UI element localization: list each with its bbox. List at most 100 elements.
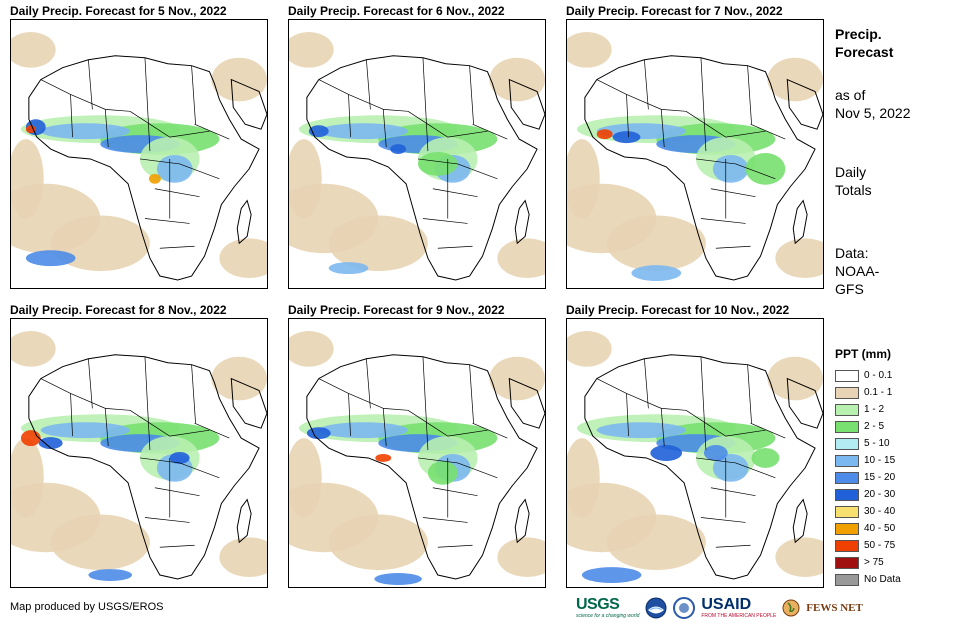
usgs-logo: USGS science for a changing world [576, 595, 639, 620]
precip-map [566, 318, 824, 588]
precip-area [148, 173, 161, 184]
precip-area [38, 437, 63, 450]
precip-area [427, 460, 458, 485]
panel-title: Daily Precip. Forecast for 5 Nov., 2022 [10, 4, 227, 18]
legend-label: 0.1 - 1 [864, 387, 893, 398]
precip-area [567, 139, 600, 219]
legend-row: 1 - 2 [835, 401, 901, 418]
precip-area [328, 262, 369, 275]
precip-area [11, 330, 56, 367]
precip-map [10, 318, 268, 588]
precip-area [50, 215, 150, 272]
precip-area [289, 330, 334, 367]
legend-row: 20 - 30 [835, 486, 901, 503]
legend-label: > 75 [864, 557, 884, 568]
precip-area [306, 427, 331, 440]
country-border [88, 59, 93, 110]
country-border [147, 413, 151, 451]
country-border [700, 356, 705, 414]
madagascar-coastline [792, 498, 808, 544]
sidebar-data-line: GFS [835, 281, 864, 297]
arabia-coastline [786, 377, 823, 429]
legend-rows: 0 - 0.1 0.1 - 1 1 - 2 2 - 5 5 - 10 10 - 15 15 … [835, 367, 901, 588]
precip-area [289, 438, 322, 518]
country-border [366, 59, 371, 110]
legend-swatch [835, 539, 859, 552]
country-border [104, 109, 109, 148]
precip-area [211, 57, 267, 102]
nasa-style-seal-icon [673, 597, 696, 619]
country-border [469, 364, 474, 424]
country-border [703, 114, 707, 152]
country-border [703, 413, 707, 451]
precip-area [703, 445, 728, 461]
country-border [407, 111, 488, 138]
country-border [159, 245, 195, 249]
country-border [437, 245, 473, 249]
map-panel-3: Daily Precip. Forecast for 7 Nov., 2022 [566, 4, 824, 295]
country-border [144, 57, 149, 115]
country-border [626, 393, 629, 437]
country-border [695, 158, 776, 180]
precip-area [606, 514, 706, 571]
precip-area [567, 438, 600, 518]
precip-area [25, 250, 76, 267]
country-border [432, 188, 478, 198]
madagascar-coastline [236, 498, 252, 544]
country-border [154, 188, 200, 198]
africa-precip-svg [567, 330, 823, 583]
precip-area [775, 238, 823, 279]
precip-area [489, 356, 545, 401]
country-border [596, 378, 687, 411]
panel-title: Daily Precip. Forecast for 6 Nov., 2022 [288, 4, 505, 18]
precip-area [567, 330, 612, 367]
legend-label: 2 - 5 [864, 421, 885, 432]
africa-precip-svg [11, 330, 267, 581]
precip-map [288, 318, 546, 588]
precip-area [745, 153, 786, 185]
sidebar-totals-line: Daily [835, 164, 867, 180]
country-border [710, 188, 756, 198]
precip-area [497, 238, 545, 279]
precip-area [390, 144, 407, 154]
precip-area [11, 31, 56, 68]
panel-title: Daily Precip. Forecast for 7 Nov., 2022 [566, 4, 783, 18]
country-border [469, 65, 474, 125]
map-panel-5: Daily Precip. Forecast for 9 Nov., 2022 [288, 303, 546, 594]
africa-coastline [28, 55, 260, 281]
country-border [626, 94, 629, 138]
country-border [348, 393, 351, 437]
country-border [700, 57, 705, 115]
country-border [40, 79, 131, 112]
precip-map [288, 19, 546, 289]
legend-swatch [835, 369, 859, 382]
usgs-logo-text: USGS [576, 595, 620, 613]
map-panel-1: Daily Precip. Forecast for 5 Nov., 2022 [10, 4, 268, 295]
map-panel-4: Daily Precip. Forecast for 8 Nov., 2022 [10, 303, 268, 594]
precip-area [596, 422, 687, 439]
sidebar-totals: Daily Totals [835, 163, 872, 199]
sidebar-title-line: Precip. [835, 26, 882, 42]
precip-area [20, 430, 41, 447]
sidebar-data-source: Data: NOAA- GFS [835, 244, 879, 298]
country-border [644, 59, 649, 110]
country-border [70, 393, 73, 437]
precip-area [40, 123, 131, 140]
country-border [139, 158, 220, 180]
africa-precip-svg [289, 330, 545, 585]
country-border [104, 408, 109, 447]
panel-title: Daily Precip. Forecast for 8 Nov., 2022 [10, 303, 227, 317]
legend-label: 15 - 20 [864, 472, 896, 483]
africa-precip-svg [567, 31, 823, 282]
precip-area [596, 129, 613, 140]
precip-area [289, 139, 322, 219]
country-border [407, 410, 488, 437]
legend-row: 10 - 15 [835, 452, 901, 469]
country-border [40, 378, 131, 411]
legend-label: 5 - 10 [864, 438, 890, 449]
country-border [139, 457, 220, 479]
madagascar-coastline [514, 199, 530, 245]
legend-swatch [835, 454, 859, 467]
legend-swatch [835, 556, 859, 569]
country-border [154, 487, 200, 497]
